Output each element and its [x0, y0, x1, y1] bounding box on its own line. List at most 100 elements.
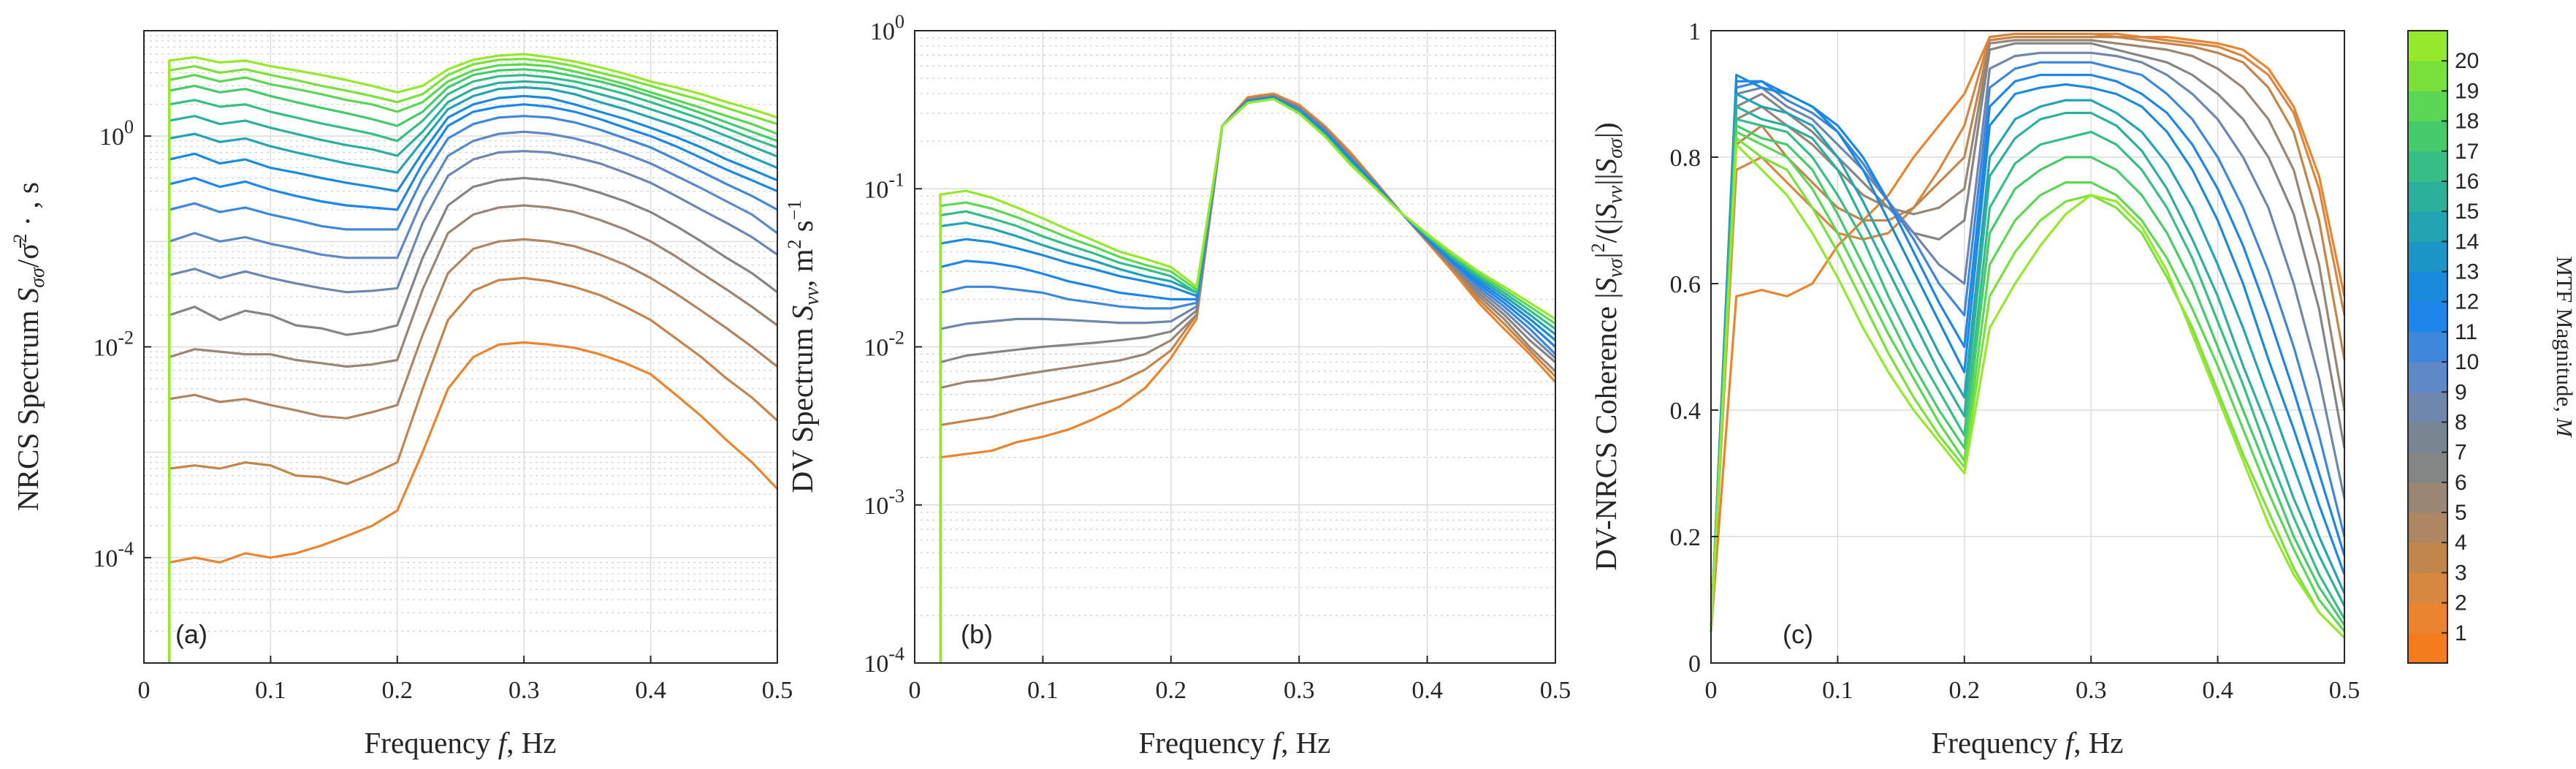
panel-a-label: (a) [175, 619, 207, 649]
colorbar-tick-label: 7 [2455, 441, 2467, 465]
series-line-m3 [168, 276, 779, 663]
panel-a-series [168, 53, 779, 663]
colorbar-cell [2408, 61, 2447, 91]
series-line-m12 [1710, 73, 2346, 632]
colorbar-tick-label: 1 [2455, 621, 2467, 645]
series-line-m6 [1710, 42, 2346, 632]
series-line-m6 [939, 96, 1557, 663]
series-line-m14 [168, 86, 778, 663]
series-line-m11 [168, 103, 778, 663]
series-line-m5 [168, 204, 778, 663]
series-line-m1 [168, 341, 779, 663]
series-line-m20 [939, 97, 1556, 663]
y-tick-label: 10-1 [864, 169, 904, 203]
colorbar-tick-label: 13 [2455, 260, 2479, 284]
colorbar-cell [2408, 422, 2447, 453]
y-tick-label: 100 [99, 116, 134, 151]
panel-b-label: (b) [961, 619, 993, 649]
panel-b-series [939, 92, 1557, 663]
colorbar-cell [2408, 181, 2447, 212]
panel-a-grid [143, 31, 778, 664]
colorbar-tick-label: 3 [2455, 561, 2467, 585]
panel-a-ylabel: NRCS Spectrum Sσσ/σ̄2 · , s [9, 182, 49, 511]
series-line-m5 [939, 94, 1557, 663]
colorbar-tick-label: 10 [2455, 350, 2479, 374]
y-tick-label: 0.6 [1670, 271, 1702, 298]
x-tick-label: 0.2 [382, 677, 414, 704]
panel-c-yticks: 0 0.2 0.4 0.6 0.8 1 [1670, 18, 1718, 678]
series-line-m4 [168, 238, 778, 663]
y-tick-label: 0.2 [1670, 524, 1702, 551]
panel-c-label: (c) [1783, 619, 1813, 649]
colorbar-cell [2408, 452, 2447, 483]
y-tick-label: 10-3 [864, 485, 904, 520]
series-line-m18 [168, 63, 778, 663]
series-line-m16 [1710, 118, 2346, 632]
series-line-m8 [168, 150, 778, 663]
series-line-m1 [939, 92, 1557, 663]
x-tick-label: 0.3 [1284, 677, 1315, 704]
colorbar-tick-label: 17 [2455, 140, 2479, 164]
series-line-m2 [1710, 32, 2346, 632]
series-line-m3 [939, 94, 1557, 663]
y-tick-label: 100 [870, 11, 904, 45]
series-line-m11 [939, 96, 1557, 663]
y-tick-label: 1 [1688, 18, 1701, 45]
series-line-m19 [1710, 137, 2346, 639]
series-line-m18 [939, 97, 1556, 663]
panel-b-grid [914, 31, 1556, 664]
series-line-m16 [168, 73, 778, 663]
series-line-m19 [168, 57, 778, 663]
x-tick-label: 0 [1705, 677, 1718, 704]
colorbar-tick-label: 16 [2455, 170, 2479, 194]
series-line-m18 [1710, 130, 2346, 632]
colorbar-tick-label: 5 [2455, 501, 2467, 525]
series-line-m9 [168, 130, 778, 663]
series-line-m10 [1710, 61, 2346, 632]
colorbar-cell [2408, 241, 2447, 273]
colorbar-tick-label: 4 [2455, 531, 2467, 555]
series-line-m10 [168, 115, 778, 663]
colorbar-tick-label: 14 [2455, 230, 2479, 254]
panel-a-xticks: 0 0.1 0.2 0.3 0.4 0.5 [138, 656, 793, 704]
colorbar-tick-label: 2 [2455, 591, 2467, 615]
series-line-m12 [168, 94, 778, 663]
series-line-m14 [1710, 92, 2346, 632]
y-tick-label: 0 [1688, 651, 1701, 678]
y-tick-label: 10-2 [93, 327, 134, 362]
series-line-m11 [1710, 73, 2346, 632]
colorbar-frame [2407, 30, 2448, 664]
colorbar-tick-label: 18 [2455, 110, 2479, 134]
series-line-m10 [939, 96, 1557, 663]
colorbar-cell [2408, 482, 2447, 513]
x-tick-label: 0.4 [2202, 677, 2233, 704]
series-line-m14 [939, 97, 1556, 663]
y-tick-label: 10-2 [864, 327, 904, 362]
x-tick-label: 0.2 [1156, 677, 1187, 704]
colorbar-tick-label: 19 [2455, 79, 2479, 103]
panel-b-xticks: 0 0.1 0.2 0.3 0.4 0.5 [909, 656, 1571, 704]
series-line-m8 [939, 96, 1557, 663]
colorbar-cell [2408, 301, 2447, 333]
series-line-m5 [1710, 39, 2346, 632]
colorbar-cell [2408, 572, 2447, 604]
panel-b-xlabel: Frequency f, Hz [1138, 726, 1330, 759]
x-tick-label: 0.1 [255, 677, 286, 704]
x-tick-label: 0.5 [762, 677, 793, 704]
x-tick-label: 0 [909, 677, 921, 704]
colorbar-label: MTF Magnitude, M [2552, 256, 2576, 438]
panel-a-yticks: 10-4 10-2 100 [93, 116, 151, 572]
colorbar-tick-label: 6 [2455, 471, 2467, 495]
x-tick-label: 0.1 [1822, 677, 1853, 704]
series-line-m20 [1710, 143, 2346, 639]
series-line-m15 [168, 80, 778, 663]
series-line-m3 [1710, 35, 2346, 632]
x-tick-label: 0 [138, 677, 150, 704]
series-line-m17 [1710, 124, 2346, 632]
colorbar-cell [2408, 362, 2447, 393]
panel-c-xlabel: Frequency f, Hz [1931, 726, 2123, 759]
panel-b-ylabel: DV Spectrum Svv, m2 s−1 [784, 200, 823, 493]
panel-b-yticks: 10-4 10-3 10-2 10-1 100 [864, 11, 922, 678]
